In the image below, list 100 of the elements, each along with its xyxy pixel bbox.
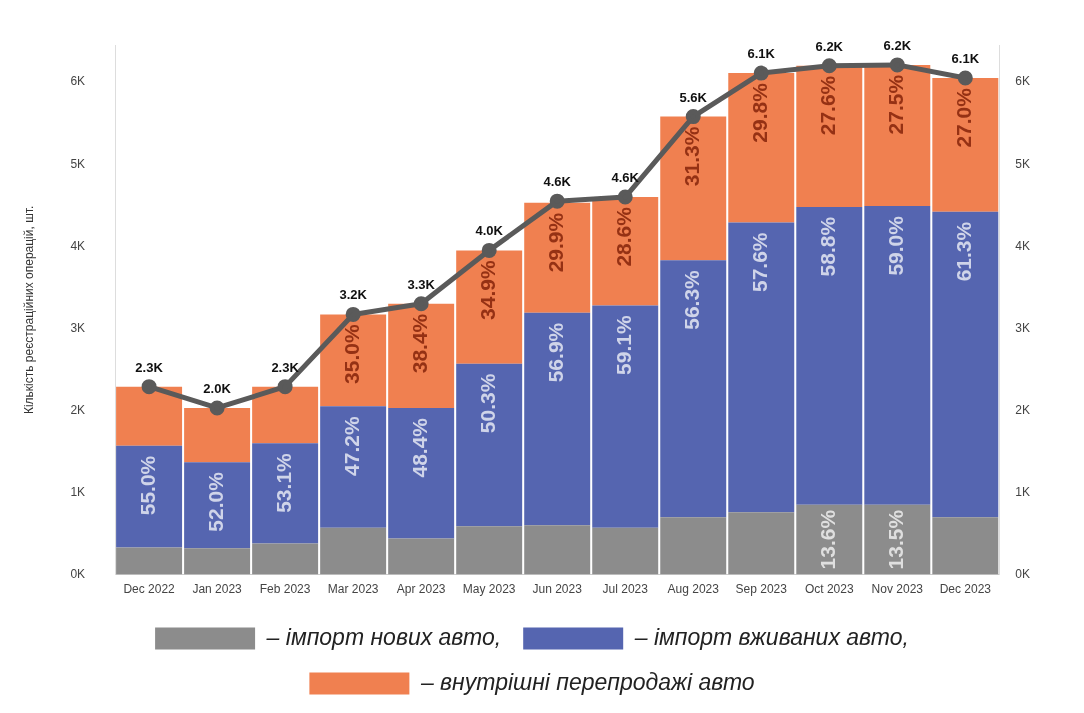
y-tick-label: 5K [70,156,86,171]
annotation: 55.0% [135,455,159,516]
legend-label: – імпорт нових авто, [265,623,502,650]
y2-tick-label: 5K [1015,156,1031,171]
y-tick-label: 1K [70,484,86,499]
point [209,400,225,416]
annotation: 13.6% [816,509,840,570]
point [277,379,293,395]
x-tick-label: Mar 2023 [327,582,379,597]
bar [388,538,455,575]
x-tick-label: Dec 2023 [939,582,992,597]
point [685,109,701,125]
y2-tick-label: 4K [1015,238,1031,253]
data-label: 2.0K [203,381,232,397]
point [345,306,361,322]
x-tick-label: Jun 2023 [532,582,583,597]
bar [524,312,591,526]
bar [796,206,863,505]
bar [728,512,795,575]
data-label: 6.2K [883,37,912,53]
bar [864,206,931,505]
y-tick-label: 6K [70,74,86,89]
data-label: 6.1K [951,51,980,67]
x-tick-label: Jul 2023 [602,582,649,597]
legend-label: – імпорт вживаних авто, [633,623,909,650]
annotation: 34.9% [475,260,499,320]
y2-tick-label: 3K [1015,320,1031,335]
bar [660,116,727,261]
annotation: 56.3% [680,269,704,330]
point [617,189,633,205]
bar [932,78,999,212]
bar [728,73,795,223]
annotation: 13.5% [884,509,908,570]
x-tick-label: Dec 2022 [123,582,176,597]
x-tick-label: Oct 2023 [804,582,854,597]
y2-tick-label: 0K [1015,566,1031,581]
bar [116,386,183,446]
data-label: 6.1K [747,46,776,62]
bar [932,211,999,518]
bar [456,526,523,575]
annotation: 38.4% [407,313,431,374]
bar [116,547,183,575]
annotation: 29.8% [748,82,772,143]
x-tick-label: Jan 2023 [192,582,243,597]
data-label: 5.6K [679,89,708,105]
point [549,193,565,209]
point [753,65,769,81]
bar [184,548,251,575]
point [141,379,157,395]
bar [184,462,251,549]
y-axis-title: Кількість реєстраційних операцій, шт. [21,205,36,415]
bar [524,202,591,313]
bar [660,517,727,575]
x-tick-label: Aug 2023 [667,582,720,597]
y2-tick-label: 2K [1015,402,1031,417]
annotation: 53.1% [271,452,295,513]
bar [320,527,387,575]
annotation: 27.5% [884,74,908,135]
point [481,242,497,258]
x-tick-label: May 2023 [462,582,516,597]
annotation: 57.6% [748,232,772,293]
bar [796,65,863,207]
data-label: 2.3K [135,359,164,375]
bar [592,197,659,306]
annotation: 29.9% [544,212,567,273]
annotation: 50.3% [475,373,499,434]
bar [116,445,183,548]
legend-label: – внутрішні перепродажі авто [419,668,755,695]
bar [864,64,931,207]
bar [184,407,251,463]
bar [252,386,319,444]
bar [320,406,387,528]
data-label: 6.2K [815,38,844,54]
bar [592,527,659,575]
bar [524,525,591,575]
bar [456,363,523,527]
y-tick-label: 4K [70,238,86,253]
annotation: 48.4% [407,417,431,478]
data-label: 2.3K [271,359,300,375]
annotation: 59.0% [884,215,908,276]
data-label: 4.6K [611,170,640,186]
x-tick-label: Apr 2023 [396,582,446,597]
annotation: 27.6% [816,75,840,136]
data-label: 4.6K [543,174,572,190]
y2-tick-label: 1K [1015,484,1031,499]
data-label: 3.2K [339,287,368,303]
y-tick-label: 0K [70,566,86,581]
point [889,57,905,73]
bar [252,443,319,544]
annotation: 47.2% [339,416,363,476]
x-tick-label: Nov 2023 [871,582,924,597]
data-label: 3.3K [407,276,436,292]
annotation: 52.0% [203,471,227,532]
bar [728,222,795,513]
bar [252,543,319,575]
y-tick-label: 2K [70,402,86,417]
annotation: 27.0% [952,87,976,148]
y2-tick-label: 6K [1015,74,1031,89]
bar [456,250,523,364]
data-label: 4.0K [475,223,504,239]
